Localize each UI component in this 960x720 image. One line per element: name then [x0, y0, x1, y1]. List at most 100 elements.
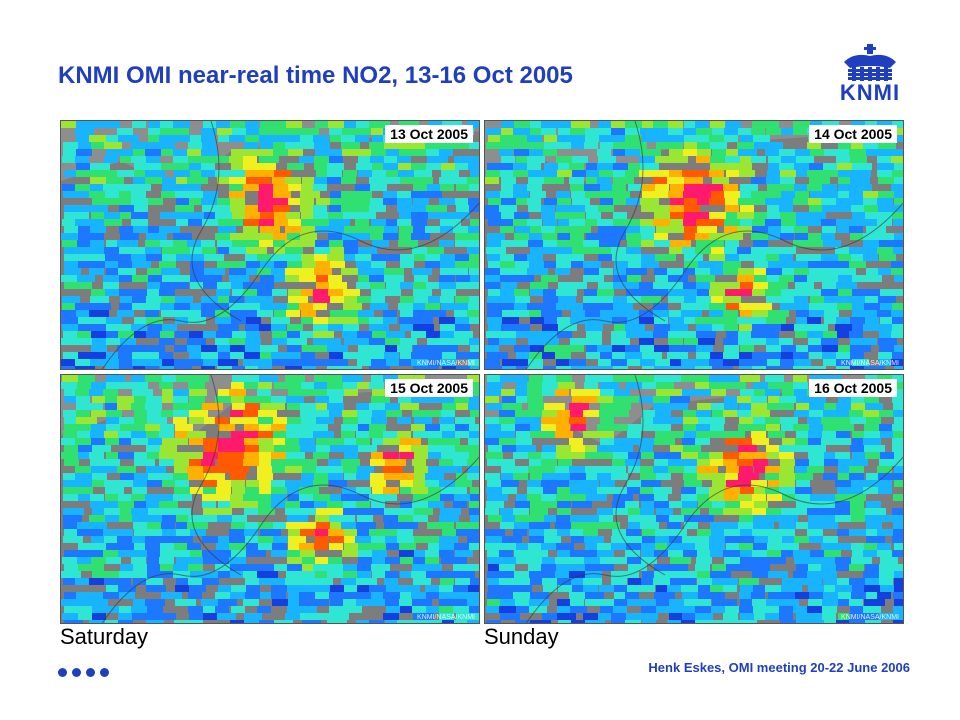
no2-swath-cell	[92, 317, 107, 324]
no2-swath-cell	[641, 501, 660, 508]
no2-swath-cell	[468, 359, 479, 366]
no2-swath-cell	[850, 233, 864, 240]
no2-swath-cell	[627, 296, 642, 303]
no2-swath-cell	[78, 352, 98, 359]
no2-swath-cell	[104, 466, 122, 473]
no2-swath-cell	[793, 550, 812, 557]
no2-swath-cell	[147, 522, 165, 529]
no2-swath-cell	[411, 191, 431, 198]
no2-swath-cell	[468, 163, 479, 170]
no2-swath-cell	[439, 515, 459, 522]
no2-swath-cell	[558, 585, 579, 592]
no2-swath-cell	[751, 191, 770, 198]
no2-swath-cell	[711, 592, 725, 599]
no2-swath-cell	[369, 338, 390, 345]
no2-swath-cell	[439, 606, 455, 613]
no2-swath-cell	[216, 550, 231, 557]
no2-swath-cell	[516, 366, 534, 369]
no2-swath-cell	[439, 550, 454, 557]
no2-swath-cell	[696, 303, 716, 310]
no2-swath-cell	[160, 282, 179, 289]
no2-swath-cell	[807, 366, 826, 369]
no2-swath-cell	[838, 289, 852, 296]
no2-swath-cell	[160, 303, 179, 310]
no2-swath-cell	[386, 170, 406, 177]
no2-swath-cell	[541, 226, 561, 233]
no2-swath-cell	[516, 578, 532, 585]
no2-swath-cell	[162, 275, 178, 282]
no2-swath-cell	[572, 585, 587, 592]
no2-swath-cell	[529, 375, 550, 382]
no2-swath-cell	[514, 359, 530, 366]
no2-swath-cell	[571, 445, 589, 452]
no2-swath-cell	[487, 303, 501, 310]
no2-swath-cell	[653, 121, 668, 128]
no2-swath-cell	[514, 550, 532, 557]
no2-swath-cell	[245, 417, 261, 424]
no2-swath-cell	[174, 466, 193, 473]
no2-swath-cell	[655, 529, 675, 536]
no2-swath-cell	[544, 515, 565, 522]
no2-swath-cell	[467, 156, 479, 163]
no2-swath-cell	[64, 550, 79, 557]
no2-swath-cell	[159, 571, 174, 578]
no2-swath-cell	[428, 212, 447, 219]
no2-swath-cell	[400, 352, 414, 359]
no2-swath-cell	[243, 571, 261, 578]
no2-swath-cell	[274, 261, 291, 268]
no2-swath-cell	[824, 459, 840, 466]
no2-swath-cell	[600, 352, 621, 359]
no2-swath-cell	[468, 438, 479, 445]
no2-swath-cell	[710, 184, 731, 191]
no2-swath-cell	[499, 303, 517, 310]
no2-swath-cell	[529, 522, 550, 529]
no2-swath-cell	[119, 592, 135, 599]
no2-swath-cell	[300, 501, 315, 508]
no2-swath-cell	[343, 170, 357, 177]
no2-swath-cell	[384, 156, 403, 163]
no2-swath-cell	[598, 254, 619, 261]
no2-swath-cell	[501, 324, 519, 331]
no2-swath-cell	[344, 338, 362, 345]
no2-swath-cell	[371, 261, 386, 268]
no2-swath-cell	[501, 198, 521, 205]
no2-swath-cell	[823, 163, 839, 170]
no2-swath-cell	[287, 550, 307, 557]
no2-swath-cell	[557, 487, 577, 494]
no2-swath-cell	[232, 366, 248, 369]
no2-swath-cell	[327, 163, 344, 170]
no2-swath-cell	[356, 403, 373, 410]
no2-swath-cell	[203, 282, 223, 289]
no2-swath-cell	[527, 135, 542, 142]
no2-swath-cell	[330, 599, 347, 606]
no2-swath-cell	[414, 296, 431, 303]
no2-swath-cell	[796, 620, 811, 623]
no2-swath-cell	[795, 473, 813, 480]
no2-swath-cell	[285, 226, 303, 233]
no2-swath-cell	[439, 585, 454, 592]
no2-swath-cell	[849, 219, 866, 226]
no2-swath-cell	[751, 359, 769, 366]
no2-swath-cell	[835, 324, 852, 331]
no2-swath-cell	[64, 205, 85, 212]
no2-swath-cell	[653, 403, 671, 410]
no2-swath-cell	[316, 403, 335, 410]
no2-swath-cell	[301, 317, 316, 324]
no2-swath-cell	[202, 205, 218, 212]
no2-swath-cell	[384, 226, 398, 233]
no2-swath-cell	[738, 536, 757, 543]
no2-swath-cell	[397, 620, 418, 623]
no2-swath-cell	[849, 613, 870, 620]
no2-swath-cell	[838, 599, 852, 606]
no2-swath-cell	[738, 149, 757, 156]
no2-swath-cell	[711, 529, 727, 536]
no2-swath-cell	[146, 445, 165, 452]
no2-swath-cell	[793, 424, 810, 431]
no2-swath-cell	[414, 473, 428, 480]
no2-swath-cell	[541, 452, 562, 459]
no2-swath-cell	[454, 494, 471, 501]
no2-swath-cell	[600, 606, 614, 613]
no2-swath-cell	[440, 219, 461, 226]
no2-swath-cell	[274, 445, 295, 452]
no2-swath-cell	[440, 424, 457, 431]
